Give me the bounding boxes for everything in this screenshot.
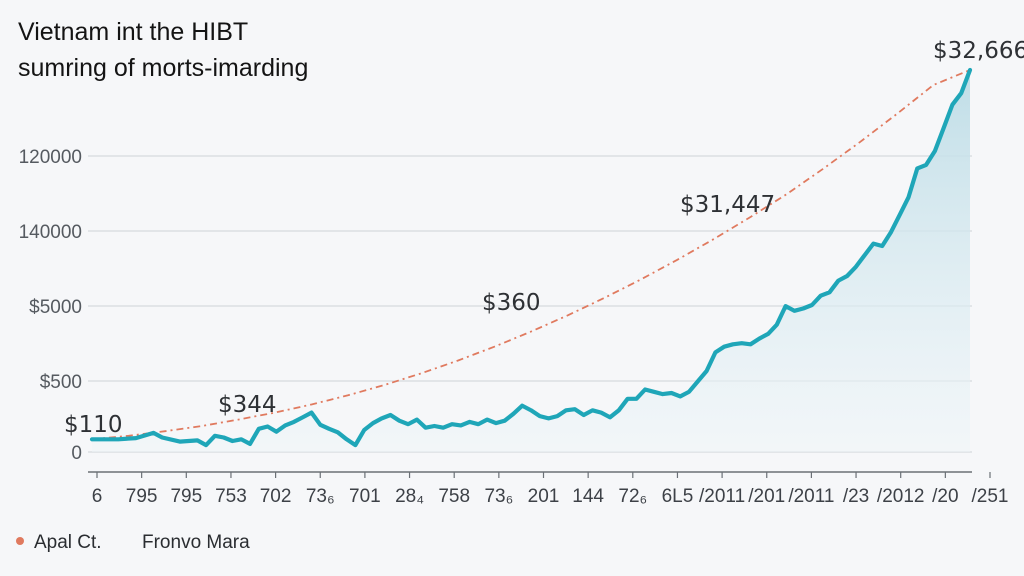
x-tick-label: 795 xyxy=(170,486,202,507)
x-tick-label: 201 xyxy=(528,486,560,507)
x-tick-label: 73₆ xyxy=(484,486,513,507)
legend-item-1: Apal Ct. xyxy=(34,532,102,553)
x-tick-label: 6L5 xyxy=(662,486,694,507)
annotation-early: $344 xyxy=(218,392,277,418)
x-tick-label: /2011 xyxy=(788,486,834,507)
price-line xyxy=(89,67,973,448)
x-tick-label: /20 xyxy=(932,486,958,507)
x-tick-label: 758 xyxy=(438,486,470,507)
y-tick-label: 0 xyxy=(71,443,82,464)
area-fill xyxy=(92,70,970,452)
x-tick-label: /2011 xyxy=(699,486,745,507)
legend-marker xyxy=(16,537,24,545)
x-tick-label: 753 xyxy=(215,486,247,507)
legend: Apal Ct. Fronvo Mara xyxy=(16,532,250,553)
annotation-mid: $360 xyxy=(482,290,541,316)
x-axis-ticks: 6 795 795 753 702 73₆ 701 28₄ 758 73₆ 201 144 72₆ 6L5… xyxy=(92,472,1009,507)
legend-item-2: Fronvo Mara xyxy=(142,532,250,553)
x-tick-label: 701 xyxy=(349,486,381,507)
trend-line xyxy=(91,69,971,441)
y-tick-label: $500 xyxy=(40,372,82,393)
y-tick-label: 120000 xyxy=(19,147,82,168)
annotation-late: $31,447 xyxy=(680,192,775,218)
chart-title-line-2: sumring of morts-imarding xyxy=(18,54,308,82)
x-tick-label: 6 xyxy=(92,486,103,507)
x-tick-label: 73₆ xyxy=(306,486,335,507)
x-tick-label: 702 xyxy=(260,486,292,507)
y-tick-label: 140000 xyxy=(19,222,82,243)
x-tick-label: 28₄ xyxy=(395,486,424,507)
x-tick-label: /2012 xyxy=(877,486,925,507)
annotation-start: $110 xyxy=(64,412,123,438)
x-tick-label: /201 xyxy=(748,486,785,507)
x-tick-label: 144 xyxy=(572,486,604,507)
annotation-end: $32,666 xyxy=(933,38,1024,64)
x-tick-label: 72₆ xyxy=(618,486,647,507)
y-tick-label: $5000 xyxy=(29,297,82,318)
chart-title-line-1: Vietnam int the HIBT xyxy=(18,18,248,46)
x-tick-label: /23 xyxy=(843,486,869,507)
x-tick-label: 795 xyxy=(126,486,158,507)
x-tick-label: /251 xyxy=(972,486,1009,507)
